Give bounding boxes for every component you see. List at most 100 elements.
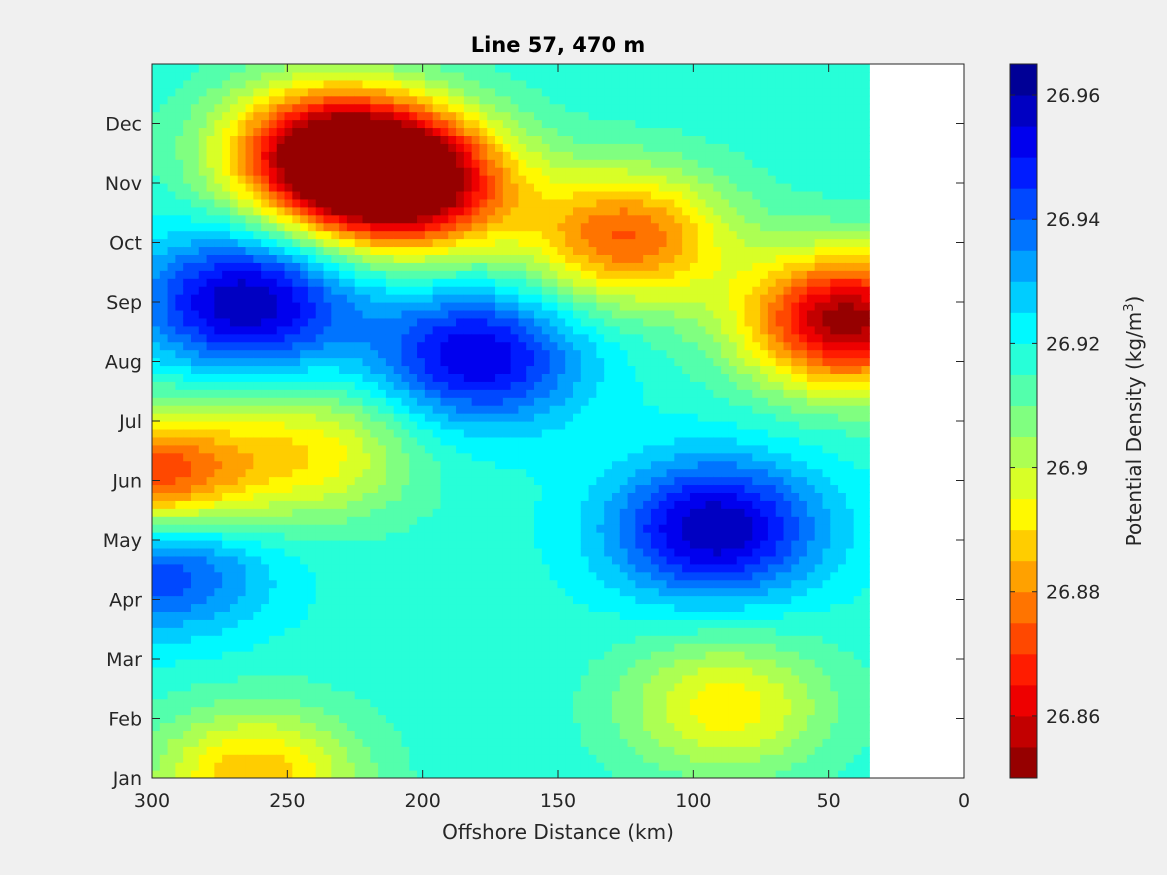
field-cell: [409, 317, 418, 327]
field-cell: [268, 452, 278, 462]
field-cell: [268, 341, 278, 351]
field-cell: [409, 444, 418, 454]
field-cell: [565, 381, 574, 390]
field-cell: [229, 167, 239, 176]
field-cell: [175, 436, 184, 446]
field-cell: [448, 206, 457, 216]
field-cell: [417, 143, 426, 152]
field-cell: [198, 547, 208, 557]
field-cell: [183, 428, 192, 438]
field-cell: [370, 95, 379, 105]
field-cell: [331, 230, 340, 240]
field-cell: [315, 175, 325, 184]
field-cell: [307, 476, 317, 486]
field-cell: [463, 278, 473, 287]
field-cell: [479, 690, 488, 700]
field-cell: [323, 286, 332, 295]
field-cell: [479, 603, 488, 612]
field-cell: [378, 119, 387, 129]
field-cell: [518, 349, 527, 359]
field-cell: [565, 333, 574, 343]
field-cell: [580, 722, 590, 731]
field-cell: [190, 349, 200, 359]
field-cell: [152, 103, 161, 113]
field-cell: [432, 635, 442, 644]
field-cell: [222, 754, 231, 763]
field-cell: [323, 71, 332, 81]
field-cell: [424, 381, 434, 390]
field-cell: [300, 159, 309, 168]
field-cell: [245, 524, 254, 533]
field-cell: [510, 198, 520, 208]
field-cell: [385, 508, 395, 517]
field-cell: [214, 309, 223, 319]
field-cell: [245, 682, 254, 692]
field-cell: [152, 143, 161, 152]
field-cell: [292, 286, 301, 295]
field-cell: [385, 373, 395, 382]
field-cell: [245, 722, 254, 731]
field-cell: [159, 214, 169, 224]
field-cell: [152, 468, 161, 478]
field-cell: [253, 111, 262, 121]
field-cell: [354, 571, 364, 581]
field-cell: [159, 246, 169, 255]
field-cell: [190, 175, 200, 184]
field-cell: [401, 603, 410, 612]
field-cell: [198, 270, 208, 279]
field-cell: [222, 659, 231, 668]
field-cell: [541, 103, 551, 113]
field-cell: [284, 460, 293, 470]
field-cell: [300, 547, 309, 557]
field-cell: [401, 674, 410, 684]
field-cell: [479, 159, 488, 168]
field-cell: [424, 127, 434, 136]
field-cell: [534, 714, 543, 724]
field-cell: [549, 476, 559, 486]
field-cell: [378, 254, 387, 263]
field-cell: [183, 222, 192, 232]
field-cell: [198, 373, 208, 382]
field-cell: [393, 666, 403, 676]
field-cell: [502, 484, 512, 493]
field-cell: [518, 635, 527, 644]
field-cell: [502, 71, 512, 81]
field-cell: [424, 79, 434, 89]
field-cell: [518, 540, 527, 549]
field-cell: [354, 270, 364, 279]
field-cell: [300, 270, 309, 279]
field-cell: [198, 365, 208, 374]
field-cell: [206, 262, 215, 271]
field-cell: [549, 294, 559, 303]
field-cell: [315, 238, 325, 248]
field-cell: [432, 547, 442, 557]
field-cell: [183, 595, 192, 605]
field-cell: [190, 563, 200, 573]
field-cell: [526, 603, 535, 612]
field-cell: [175, 754, 184, 763]
field-cell: [175, 532, 184, 541]
field-cell: [557, 619, 566, 628]
field-cell: [479, 111, 488, 121]
field-cell: [159, 460, 169, 470]
field-cell: [159, 254, 169, 263]
field-cell: [307, 627, 317, 636]
field-cell: [237, 365, 247, 374]
field-cell: [315, 627, 325, 636]
field-cell: [409, 95, 418, 105]
field-cell: [424, 230, 434, 240]
field-cell: [534, 246, 543, 255]
field-cell: [518, 365, 527, 374]
field-cell: [518, 659, 527, 668]
field-cell: [190, 595, 200, 605]
field-cell: [229, 714, 239, 724]
field-cell: [463, 325, 473, 335]
field-cell: [300, 365, 309, 374]
field-cell: [526, 428, 535, 438]
field-cell: [159, 341, 169, 351]
field-cell: [471, 111, 481, 121]
field-cell: [292, 770, 301, 778]
field-cell: [385, 190, 395, 200]
field-cell: [276, 444, 286, 454]
field-cell: [190, 119, 200, 129]
